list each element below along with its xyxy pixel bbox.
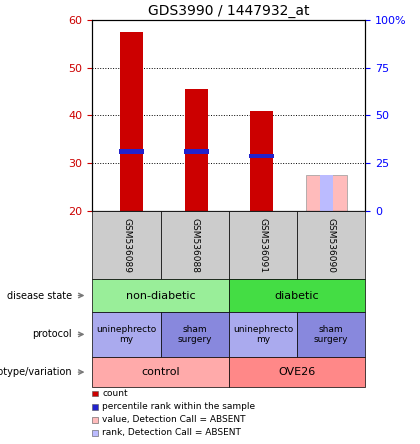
Bar bbox=[120, 32, 143, 211]
Text: GSM536088: GSM536088 bbox=[190, 218, 199, 273]
Text: protocol: protocol bbox=[33, 329, 72, 339]
Text: percentile rank within the sample: percentile rank within the sample bbox=[102, 402, 255, 411]
Text: rank, Detection Call = ABSENT: rank, Detection Call = ABSENT bbox=[102, 428, 241, 437]
Text: GSM536089: GSM536089 bbox=[122, 218, 131, 273]
Bar bbox=[320, 175, 333, 211]
Bar bbox=[249, 154, 274, 159]
Bar bbox=[250, 111, 273, 211]
Text: count: count bbox=[102, 389, 128, 398]
Text: control: control bbox=[142, 367, 180, 377]
Text: disease state: disease state bbox=[7, 290, 72, 301]
Text: OVE26: OVE26 bbox=[278, 367, 316, 377]
Bar bbox=[119, 149, 144, 154]
Title: GDS3990 / 1447932_at: GDS3990 / 1447932_at bbox=[148, 4, 310, 18]
Text: diabetic: diabetic bbox=[275, 290, 320, 301]
Text: sham
surgery: sham surgery bbox=[178, 325, 212, 344]
Text: uninephrecto
my: uninephrecto my bbox=[97, 325, 157, 344]
Text: sham
surgery: sham surgery bbox=[314, 325, 349, 344]
Text: non-diabetic: non-diabetic bbox=[126, 290, 195, 301]
Bar bbox=[306, 175, 347, 211]
Text: GSM536091: GSM536091 bbox=[259, 218, 268, 273]
Text: GSM536090: GSM536090 bbox=[327, 218, 336, 273]
Bar bbox=[185, 89, 208, 211]
Text: value, Detection Call = ABSENT: value, Detection Call = ABSENT bbox=[102, 415, 246, 424]
Text: genotype/variation: genotype/variation bbox=[0, 367, 72, 377]
Bar bbox=[184, 149, 209, 154]
Text: uninephrecto
my: uninephrecto my bbox=[233, 325, 293, 344]
